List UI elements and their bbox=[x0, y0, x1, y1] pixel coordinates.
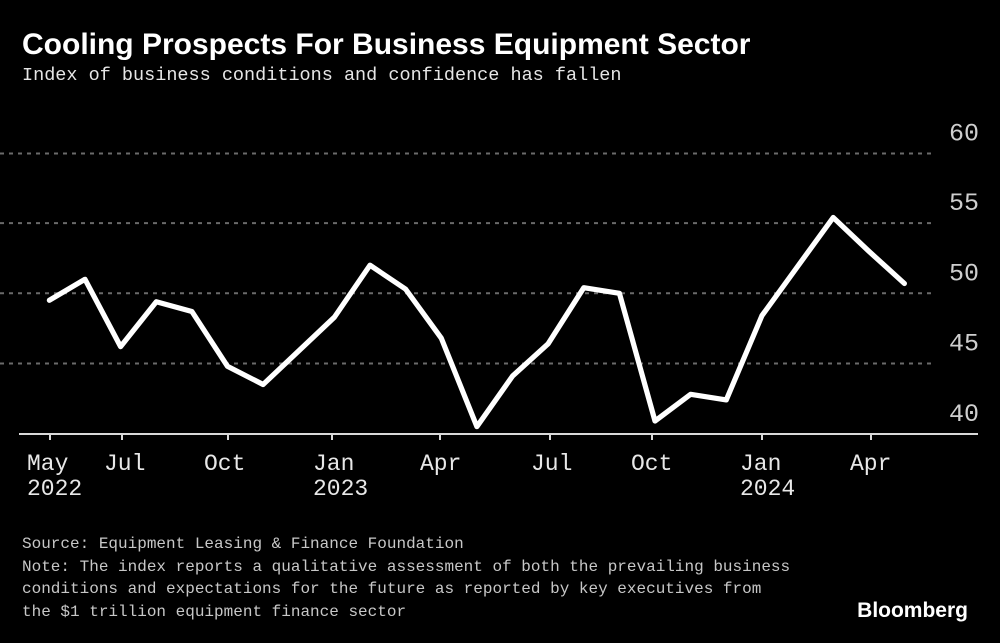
svg-text:Jul: Jul bbox=[531, 451, 572, 477]
svg-text:40: 40 bbox=[949, 400, 979, 429]
svg-text:Jul: Jul bbox=[104, 451, 145, 477]
svg-text:45: 45 bbox=[949, 329, 979, 358]
svg-text:55: 55 bbox=[949, 189, 979, 218]
svg-text:Jan: Jan bbox=[740, 451, 781, 477]
svg-text:Jan: Jan bbox=[313, 451, 354, 477]
svg-text:2024: 2024 bbox=[740, 476, 795, 502]
svg-text:Oct: Oct bbox=[631, 451, 672, 477]
svg-text:May: May bbox=[27, 451, 69, 477]
svg-text:60: 60 bbox=[949, 120, 979, 149]
svg-text:2022: 2022 bbox=[27, 476, 82, 502]
svg-text:50: 50 bbox=[949, 259, 979, 288]
svg-text:Apr: Apr bbox=[850, 451, 891, 477]
svg-text:Oct: Oct bbox=[204, 451, 245, 477]
svg-text:Apr: Apr bbox=[420, 451, 461, 477]
svg-text:2023: 2023 bbox=[313, 476, 368, 502]
